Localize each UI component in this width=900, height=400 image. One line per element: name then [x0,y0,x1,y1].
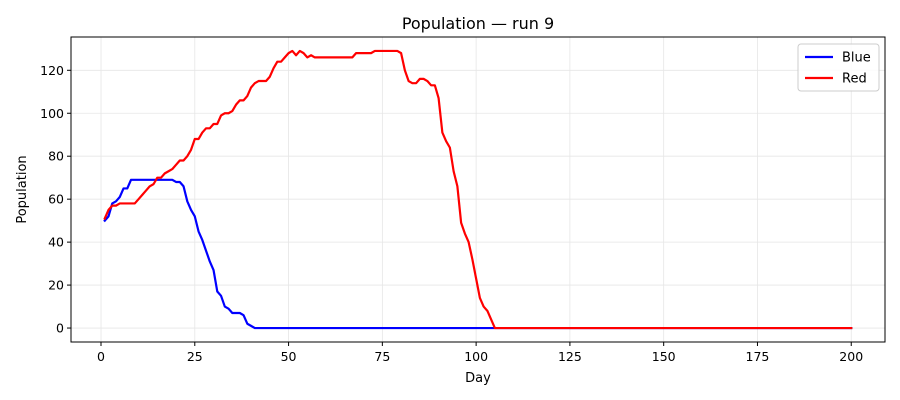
y-tick-label: 40 [48,235,64,250]
x-tick-label: 175 [746,349,770,364]
chart-title: Population — run 9 [402,14,554,33]
y-tick-label: 120 [40,63,64,78]
y-axis-label: Population [15,155,30,223]
series-line-red [103,49,853,330]
x-tick-label: 75 [374,349,390,364]
y-tick-label: 80 [48,149,64,164]
plot-area [70,36,886,343]
x-tick-label: 50 [281,349,297,364]
y-tick-label: 20 [48,278,64,293]
legend-label-blue: Blue [842,51,871,66]
axis-ticks: 0 25 50 75 100 125 150 175 200 0 20 40 60 80 100 120 [40,63,863,364]
x-tick-label: 200 [839,349,863,364]
legend-label-red: Red [842,72,867,87]
y-tick-label: 0 [56,321,64,336]
y-tick-label: 100 [40,106,64,121]
x-tick-label: 0 [97,349,105,364]
x-axis-label: Day [465,371,491,386]
legend: Blue Red [797,43,880,92]
y-tick-label: 60 [48,192,64,207]
x-tick-label: 25 [187,349,203,364]
grid [71,37,885,342]
legend-box [797,43,880,92]
x-tick-label: 100 [464,349,488,364]
x-tick-label: 125 [558,349,582,364]
x-tick-label: 150 [652,349,676,364]
series-line-blue [103,178,853,330]
series-layer [103,49,853,330]
